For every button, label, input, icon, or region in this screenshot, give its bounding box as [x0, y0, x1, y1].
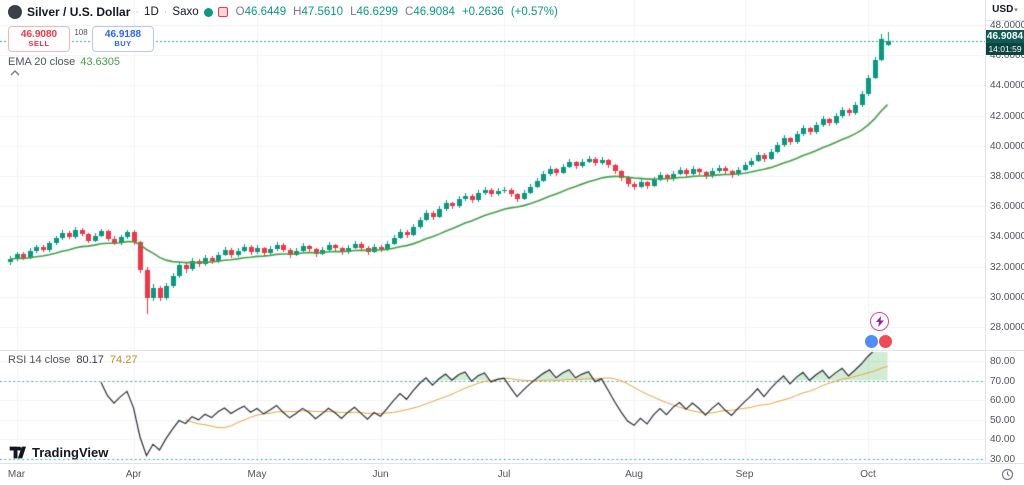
axis-separator [986, 20, 1024, 21]
month-tick-label: Mar [7, 469, 26, 480]
symbol-legend: Silver / U.S. Dollar · 1D · Saxo O46.644… [8, 5, 558, 19]
month-tick-label: Apr [125, 469, 142, 480]
ohlc-close: C46.9084 [405, 6, 455, 18]
chevron-down-icon: ▾ [1014, 7, 1018, 14]
ema-value: 43.6305 [80, 56, 121, 68]
ema-legend[interactable]: EMA 20 close 43.6305 [8, 56, 120, 68]
rsi-tick-label: 50.00 [990, 414, 1016, 426]
separator-dot: · [163, 6, 168, 18]
separator-dot: · [135, 6, 140, 18]
price-tick-label: 38.0000 [990, 171, 1024, 182]
red-layers-icon[interactable] [217, 7, 228, 17]
price-tick-label: 48.0000 [990, 20, 1024, 31]
ohlc-low: L46.6299 [350, 6, 399, 18]
currency-selector[interactable]: USD▾ [986, 4, 1024, 15]
instrument-logo-icon [8, 5, 22, 19]
chevron-up-icon[interactable] [10, 70, 20, 76]
buy-button[interactable]: 46.9188 BUY [92, 26, 154, 52]
tradingview-logo[interactable]: TradingView [8, 444, 108, 461]
spread-label: 108 [74, 28, 88, 37]
rsi-ma-value: 74.27 [109, 354, 138, 366]
month-tick-label: Jul [497, 469, 511, 480]
rsi-title: RSI 14 close [8, 354, 71, 366]
bar-countdown: 14:01:59 [986, 43, 1024, 55]
ema-title: EMA 20 close [8, 56, 76, 68]
buy-label: BUY [114, 39, 132, 49]
symbol-title[interactable]: Silver / U.S. Dollar [27, 5, 131, 19]
sell-button[interactable]: 46.9080 SELL [8, 26, 70, 52]
change-percent: (+0.57%) [510, 6, 558, 18]
price-tick-label: 46.0000 [990, 50, 1024, 62]
month-tick-label: Oct [860, 469, 876, 480]
price-scale[interactable]: USD▾ 46.9084 14:01:59 48.0000 46.0000 44.0… [985, 0, 1024, 465]
emoji-sticker-blue-icon[interactable] [864, 334, 879, 349]
ohlc-high: H47.5610 [293, 6, 344, 18]
trade-buttons: 46.9080 SELL 108 46.9188 BUY [8, 26, 154, 52]
month-tick-label: May [247, 469, 267, 480]
ohlc-open: O46.6449 [235, 6, 287, 18]
price-tick-label: 42.0000 [990, 110, 1024, 122]
exchange-label[interactable]: Saxo [172, 6, 199, 18]
price-tick-label: 28.0000 [990, 322, 1024, 333]
ohlc-values: O46.6449 H47.5610 L46.6299 C46.9084 +0.2… [236, 6, 558, 18]
lightning-sticker-icon[interactable] [870, 312, 889, 331]
currency-label: USD [992, 4, 1014, 15]
price-tick-label: 40.0000 [990, 140, 1024, 152]
last-price-value: 46.9084 [986, 30, 1024, 43]
change-value: +0.2636 [461, 6, 504, 18]
rsi-value: 80.17 [76, 354, 104, 366]
sell-label: SELL [28, 39, 50, 49]
rsi-tick-label: 60.00 [990, 395, 1016, 406]
price-tick-label: 44.0000 [990, 80, 1024, 92]
month-tick-label: Aug [625, 469, 643, 480]
rsi-tick-label: 40.00 [990, 434, 1016, 445]
price-tick-label: 36.0000 [990, 201, 1024, 213]
interval-label[interactable]: 1D [144, 6, 159, 18]
rsi-tick-label: 70.00 [990, 375, 1016, 387]
price-tick-label: 32.0000 [990, 261, 1024, 273]
price-tick-label: 34.0000 [990, 231, 1024, 243]
month-tick-label: Jun [372, 469, 389, 480]
rsi-tick-label: 80.00 [990, 356, 1016, 367]
teal-dot-icon[interactable] [203, 7, 213, 17]
tradingview-logo-icon [9, 446, 26, 459]
tradingview-logo-text: TradingView [32, 445, 109, 460]
price-tick-label: 30.0000 [990, 291, 1024, 303]
rsi-tick-label: 30.00 [990, 453, 1016, 465]
emoji-sticker-red-icon[interactable] [878, 334, 893, 349]
month-tick-label: Sep [735, 469, 754, 480]
last-price-label: 46.9084 14:01:59 [986, 30, 1024, 55]
time-scale[interactable]: Mar Apr May Jun Jul Aug Sep Oct [0, 463, 1024, 485]
clock-icon[interactable] [1001, 468, 1014, 485]
pane-divider[interactable] [0, 350, 1024, 351]
buy-price: 46.9188 [104, 29, 142, 41]
rsi-legend[interactable]: RSI 14 close 80.17 74.27 [8, 354, 137, 366]
chart-canvas[interactable] [0, 0, 985, 463]
sell-price: 46.9080 [20, 29, 58, 41]
